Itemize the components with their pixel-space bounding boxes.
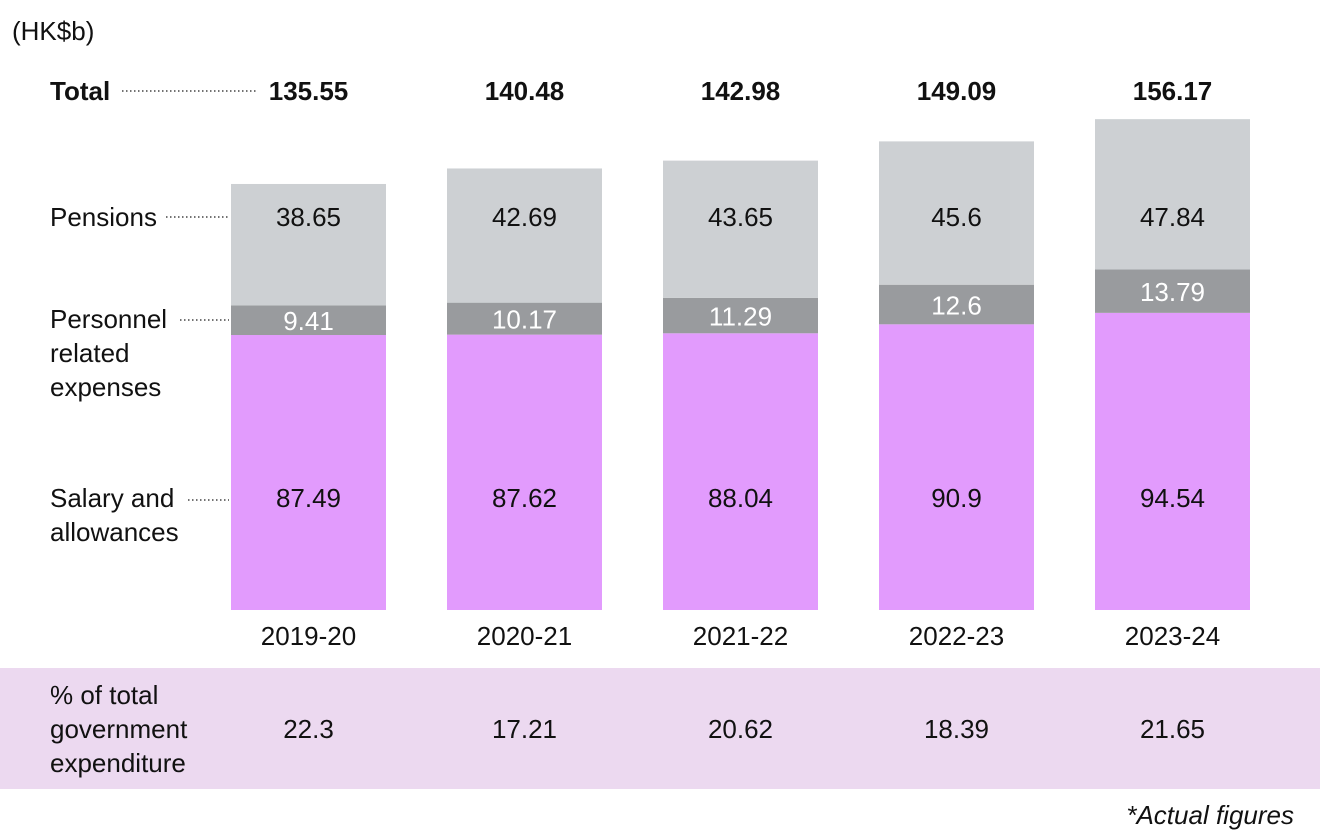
x-tick-label: 2023-24 [1125, 621, 1220, 651]
bar-pensions [447, 168, 602, 303]
bar-salary-and-allowances [879, 324, 1034, 610]
x-tick-label: 2020-21 [477, 621, 572, 651]
bar-salary-and-allowances [1095, 312, 1250, 610]
x-tick-label: 2022-23 [909, 621, 1004, 651]
data-label: 12.6 [931, 291, 982, 321]
bar-personnel-related-expenses [231, 305, 386, 336]
x-tick-label: 2021-22 [693, 621, 788, 651]
data-label: 13.79 [1140, 277, 1205, 307]
data-label: 94.54 [1140, 483, 1205, 513]
data-label: 87.49 [276, 483, 341, 513]
percent-row-label: expenditure [50, 748, 186, 778]
data-label: 45.6 [931, 202, 982, 232]
bar-personnel-related-expenses [447, 302, 602, 335]
series-label: related [50, 338, 130, 368]
bar-personnel-related-expenses [1095, 269, 1250, 313]
data-label: 43.65 [708, 202, 773, 232]
percent-row-label: government [50, 714, 188, 744]
totals-label: Total [50, 76, 110, 106]
data-label: 90.9 [931, 483, 982, 513]
data-label: 38.65 [276, 202, 341, 232]
series-label: Personnel [50, 304, 167, 334]
total-label: 149.09 [917, 76, 997, 106]
bar-pensions [663, 160, 818, 298]
total-label: 135.55 [269, 76, 349, 106]
bar-salary-and-allowances [663, 333, 818, 610]
bar-pensions [1095, 119, 1250, 270]
bar-salary-and-allowances [231, 335, 386, 610]
total-label: 142.98 [701, 76, 781, 106]
data-label: 11.29 [709, 302, 772, 332]
bar-pensions [231, 183, 386, 306]
unit-label: (HK$b) [12, 16, 94, 46]
percent-value: 22.3 [283, 714, 334, 744]
percent-value: 17.21 [492, 714, 557, 744]
total-label: 140.48 [485, 76, 565, 106]
data-label: 42.69 [492, 202, 557, 232]
data-label: 9.41 [283, 306, 334, 336]
percent-row-label: % of total [50, 680, 158, 710]
percent-value: 21.65 [1140, 714, 1205, 744]
series-label: allowances [50, 517, 179, 547]
percent-value: 20.62 [708, 714, 773, 744]
series-label: expenses [50, 372, 161, 402]
percent-row-band [0, 668, 1320, 789]
percent-value: 18.39 [924, 714, 989, 744]
data-label: 10.17 [492, 305, 557, 335]
data-label: 87.62 [492, 483, 557, 513]
series-label: Salary and [50, 483, 174, 513]
bar-personnel-related-expenses [879, 284, 1034, 325]
series-label: Pensions [50, 202, 157, 232]
total-label: 156.17 [1133, 76, 1213, 106]
data-label: 47.84 [1140, 202, 1205, 232]
bar-salary-and-allowances [447, 334, 602, 610]
bar-personnel-related-expenses [663, 297, 818, 334]
bar-pensions [879, 141, 1034, 285]
data-label: 88.04 [708, 483, 773, 513]
footnote: *Actual figures [1126, 800, 1294, 830]
x-tick-label: 2019-20 [261, 621, 356, 651]
